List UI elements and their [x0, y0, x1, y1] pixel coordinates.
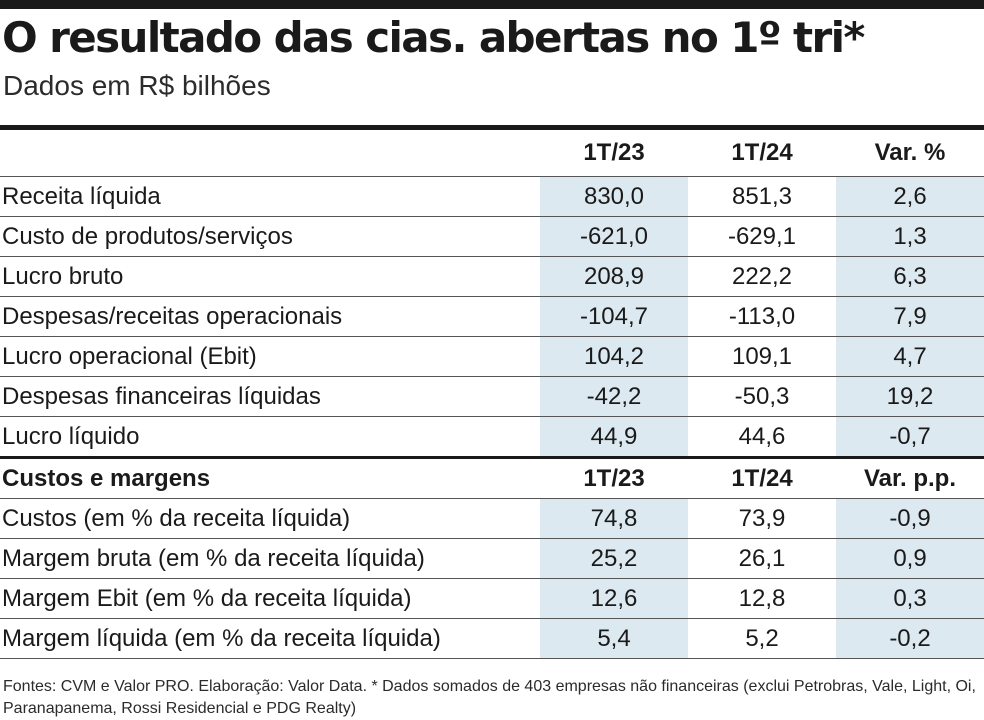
row-label: Despesas/receitas operacionais — [0, 296, 540, 337]
value-1t24: 222,2 — [688, 256, 836, 297]
value-1t24: 12,8 — [688, 578, 836, 619]
value-1t23: 12,6 — [540, 578, 688, 619]
row-label: Despesas financeiras líquidas — [0, 376, 540, 417]
table-row: Margem líquida (em % da receita líquida)… — [0, 618, 984, 659]
table-row: Lucro bruto 208,9 222,2 6,3 — [0, 256, 984, 297]
table-row: Lucro líquido 44,9 44,6 -0,7 — [0, 416, 984, 458]
row-label: Lucro operacional (Ebit) — [0, 336, 540, 377]
table-row: Despesas/receitas operacionais -104,7 -1… — [0, 296, 984, 337]
value-1t23: -621,0 — [540, 216, 688, 257]
value-var: -0,9 — [836, 498, 984, 539]
page-subtitle: Dados em R$ bilhões — [3, 70, 271, 101]
table-row: Margem Ebit (em % da receita líquida) 12… — [0, 578, 984, 619]
row-label: Custos (em % da receita líquida) — [0, 498, 540, 539]
row-label: Receita líquida — [0, 176, 540, 217]
value-1t23: 208,9 — [540, 256, 688, 297]
table-top-rule — [0, 125, 984, 130]
table-row: Custo de produtos/serviços -621,0 -629,1… — [0, 216, 984, 257]
value-1t23: 830,0 — [540, 176, 688, 217]
value-1t23: 104,2 — [540, 336, 688, 377]
value-var: 19,2 — [836, 376, 984, 417]
value-var: 6,3 — [836, 256, 984, 297]
source-footnote: Fontes: CVM e Valor PRO. Elaboração: Val… — [3, 678, 976, 717]
row-label: Margem bruta (em % da receita líquida) — [0, 538, 540, 579]
table-row: Lucro operacional (Ebit) 104,2 109,1 4,7 — [0, 336, 984, 377]
value-1t23: 74,8 — [540, 498, 688, 539]
value-1t24: 44,6 — [688, 416, 836, 458]
value-var: -0,2 — [836, 618, 984, 659]
row-label: Lucro líquido — [0, 416, 540, 458]
value-1t24: 109,1 — [688, 336, 836, 377]
header-var-pct: Var. % — [836, 130, 984, 177]
value-1t23: 44,9 — [540, 416, 688, 458]
value-1t24: -629,1 — [688, 216, 836, 257]
value-var: 2,6 — [836, 176, 984, 217]
results-header-row: 1T/23 1T/24 Var. % — [0, 130, 984, 177]
value-var: -0,7 — [836, 416, 984, 458]
page-title: O resultado das cias. abertas no 1º tri* — [2, 13, 865, 62]
value-1t23: -42,2 — [540, 376, 688, 417]
value-1t24: 26,1 — [688, 538, 836, 579]
value-var: 0,3 — [836, 578, 984, 619]
table-row: Custos (em % da receita líquida) 74,8 73… — [0, 498, 984, 539]
header-1t24: 1T/24 — [688, 130, 836, 177]
row-label: Margem líquida (em % da receita líquida) — [0, 618, 540, 659]
header-1t23: 1T/23 — [540, 130, 688, 177]
margins-header-row: Custos e margens 1T/23 1T/24 Var. p.p. — [0, 456, 984, 499]
value-1t24: 851,3 — [688, 176, 836, 217]
header-1t24: 1T/24 — [688, 456, 836, 499]
value-1t23: 25,2 — [540, 538, 688, 579]
value-var: 7,9 — [836, 296, 984, 337]
header-var-pp: Var. p.p. — [836, 456, 984, 499]
value-1t24: 73,9 — [688, 498, 836, 539]
value-1t24: 5,2 — [688, 618, 836, 659]
value-1t23: -104,7 — [540, 296, 688, 337]
value-1t24: -50,3 — [688, 376, 836, 417]
row-label: Margem Ebit (em % da receita líquida) — [0, 578, 540, 619]
value-var: 1,3 — [836, 216, 984, 257]
row-label: Lucro bruto — [0, 256, 540, 297]
value-var: 4,7 — [836, 336, 984, 377]
table-row: Despesas financeiras líquidas -42,2 -50,… — [0, 376, 984, 417]
header-1t23: 1T/23 — [540, 456, 688, 499]
table-row: Margem bruta (em % da receita líquida) 2… — [0, 538, 984, 579]
row-label: Custo de produtos/serviços — [0, 216, 540, 257]
section-title-margins: Custos e margens — [0, 456, 540, 499]
top-rule — [0, 0, 984, 9]
table-row: Receita líquida 830,0 851,3 2,6 — [0, 176, 984, 217]
header-label — [0, 130, 540, 177]
value-var: 0,9 — [836, 538, 984, 579]
results-table: 1T/23 1T/24 Var. % Receita líquida 830,0… — [0, 130, 984, 659]
value-1t23: 5,4 — [540, 618, 688, 659]
value-1t24: -113,0 — [688, 296, 836, 337]
